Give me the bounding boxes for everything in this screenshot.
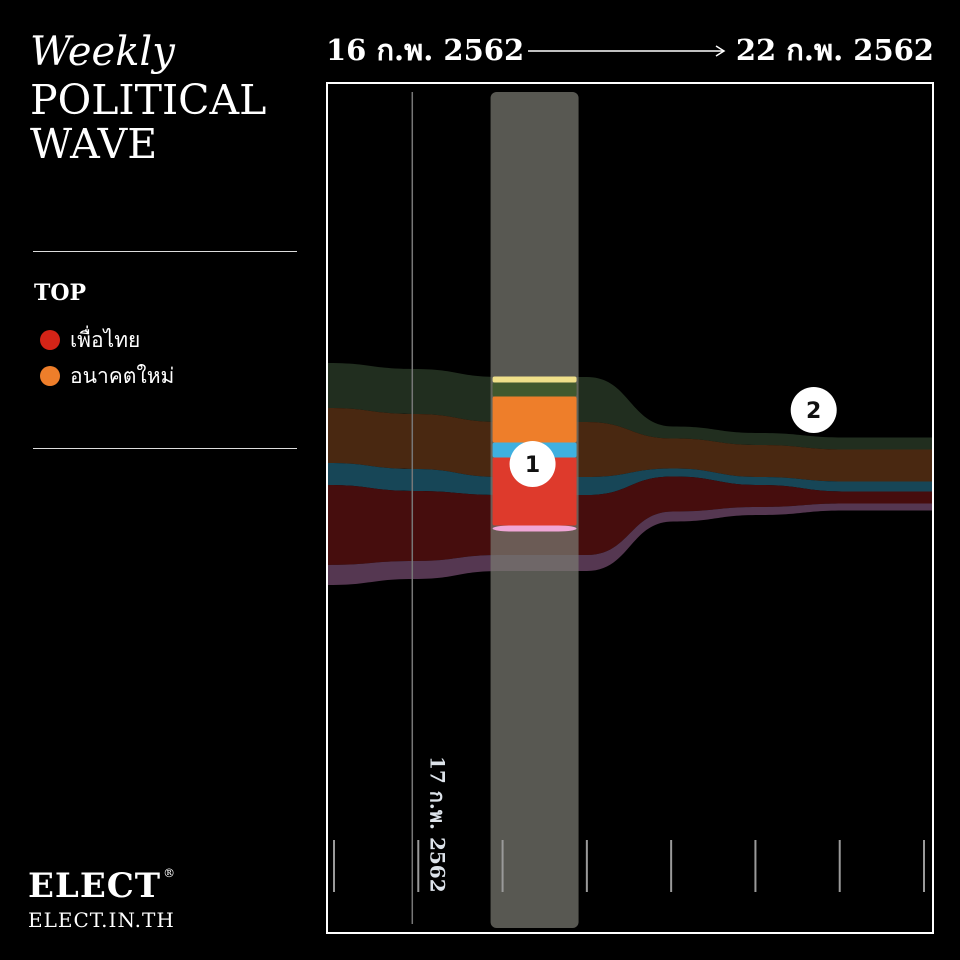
highlight-layer	[492, 396, 577, 443]
highlight-layer	[492, 382, 577, 397]
legend: เพื่อไทย อนาคตใหม่	[40, 322, 174, 394]
divider-bottom	[33, 448, 297, 449]
date-start: 16 ก.พ. 2562	[326, 33, 525, 67]
chart-frame: 17 ก.พ. 2562 1 2	[326, 82, 934, 934]
registered-icon: ®	[163, 866, 177, 880]
highlight-layer	[492, 376, 577, 383]
legend-title: TOP	[34, 280, 87, 306]
legend-dot-icon	[40, 366, 60, 386]
title-weekly: Weekly	[30, 29, 175, 75]
marker-label: 2	[806, 399, 821, 424]
legend-item: อนาคตใหม่	[40, 358, 174, 394]
marker-label: 1	[525, 453, 540, 478]
streamgraph-chart: 17 ก.พ. 2562 1 2	[328, 92, 932, 928]
date-end: 22 ก.พ. 2562	[735, 33, 934, 67]
stream-layer	[328, 463, 932, 495]
legend-item: เพื่อไทย	[40, 322, 174, 358]
marker-circle	[790, 387, 837, 433]
title-line-2: WAVE	[30, 120, 158, 168]
highlight-layer	[492, 525, 577, 532]
stream-layer	[328, 503, 932, 585]
stream-layer	[328, 476, 932, 565]
stream-layer	[328, 408, 932, 482]
brand-logo: ELECT ®	[28, 866, 176, 906]
arrow-right-icon	[528, 45, 726, 57]
legend-label: อนาคตใหม่	[70, 363, 175, 388]
legend-label: เพื่อไทย	[70, 327, 141, 352]
title-line-1: POLITICAL	[30, 76, 267, 124]
brand-logo-text: ELECT	[28, 866, 162, 906]
legend-dot-icon	[40, 330, 60, 350]
day-label: 17 ก.พ. 2562	[425, 756, 449, 893]
brand-url: ELECT.IN.TH	[28, 908, 175, 932]
divider-top	[33, 251, 297, 252]
page-title: POLITICAL WAVE	[30, 78, 310, 166]
marker-circle	[509, 441, 556, 487]
stream-layer	[328, 363, 932, 450]
